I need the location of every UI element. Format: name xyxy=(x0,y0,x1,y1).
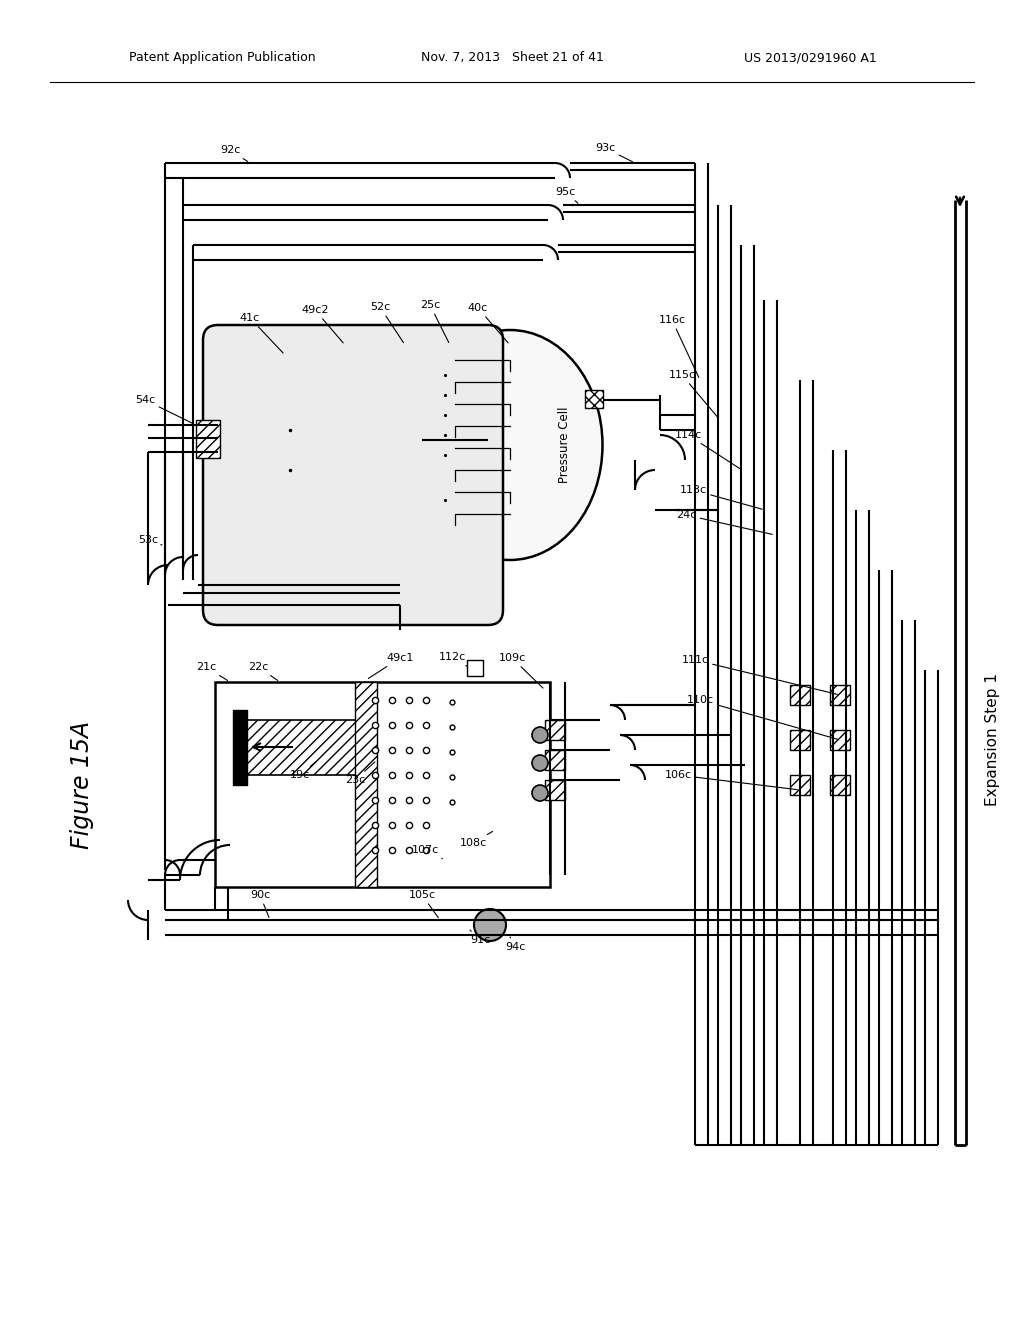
Text: 114c: 114c xyxy=(675,430,739,469)
Text: 40c: 40c xyxy=(468,304,508,343)
Text: 109c: 109c xyxy=(499,653,543,688)
Text: 107c: 107c xyxy=(412,845,442,859)
Bar xyxy=(355,682,377,887)
Text: US 2013/0291960 A1: US 2013/0291960 A1 xyxy=(743,51,877,65)
Text: 49c1: 49c1 xyxy=(369,653,414,678)
Text: 93c: 93c xyxy=(595,143,633,162)
Circle shape xyxy=(532,727,548,743)
Text: 111c: 111c xyxy=(681,655,838,694)
Text: Nov. 7, 2013   Sheet 21 of 41: Nov. 7, 2013 Sheet 21 of 41 xyxy=(421,51,603,65)
Text: 54c: 54c xyxy=(135,395,194,424)
Text: 108c: 108c xyxy=(460,832,493,847)
Circle shape xyxy=(474,909,506,941)
Bar xyxy=(790,775,810,795)
Ellipse shape xyxy=(418,330,602,560)
Text: 113c: 113c xyxy=(680,484,762,510)
Text: 94c: 94c xyxy=(505,937,525,952)
Text: 115c: 115c xyxy=(669,370,718,418)
Bar xyxy=(545,780,565,800)
Text: 53c: 53c xyxy=(138,535,162,545)
Text: 116c: 116c xyxy=(658,315,698,378)
Circle shape xyxy=(532,785,548,801)
Text: 49c2: 49c2 xyxy=(301,305,343,343)
Bar xyxy=(545,719,565,741)
Bar xyxy=(240,719,360,775)
Text: 25c: 25c xyxy=(420,300,449,342)
Bar xyxy=(830,730,850,750)
Text: 24c: 24c xyxy=(676,510,772,535)
Bar xyxy=(585,389,603,408)
Bar xyxy=(790,685,810,705)
Bar xyxy=(830,685,850,705)
Text: 41c: 41c xyxy=(240,313,283,352)
Text: 21c: 21c xyxy=(196,663,227,681)
Text: 90c: 90c xyxy=(250,890,270,917)
Text: 95c: 95c xyxy=(555,187,578,203)
Text: 22c: 22c xyxy=(248,663,278,680)
Text: 92c: 92c xyxy=(220,145,248,161)
Text: 52c: 52c xyxy=(370,302,403,343)
Text: Patent Application Publication: Patent Application Publication xyxy=(129,51,315,65)
FancyBboxPatch shape xyxy=(203,325,503,624)
Text: 105c: 105c xyxy=(409,890,438,917)
Bar xyxy=(215,682,550,887)
Text: Figure 15A: Figure 15A xyxy=(70,721,94,849)
Bar xyxy=(467,660,483,676)
Bar xyxy=(196,420,220,458)
Text: 91c: 91c xyxy=(470,931,490,945)
Text: Pressure Cell: Pressure Cell xyxy=(558,407,571,483)
Text: 112c: 112c xyxy=(438,652,468,667)
Text: 19c: 19c xyxy=(290,762,315,780)
Bar xyxy=(830,775,850,795)
Circle shape xyxy=(532,755,548,771)
Bar xyxy=(545,750,565,770)
Text: Expansion Step 1: Expansion Step 1 xyxy=(984,673,999,807)
Bar xyxy=(790,730,810,750)
Text: 110c: 110c xyxy=(686,696,838,739)
Text: 23c: 23c xyxy=(345,762,375,785)
Text: 106c: 106c xyxy=(665,770,798,789)
Bar xyxy=(233,710,247,785)
